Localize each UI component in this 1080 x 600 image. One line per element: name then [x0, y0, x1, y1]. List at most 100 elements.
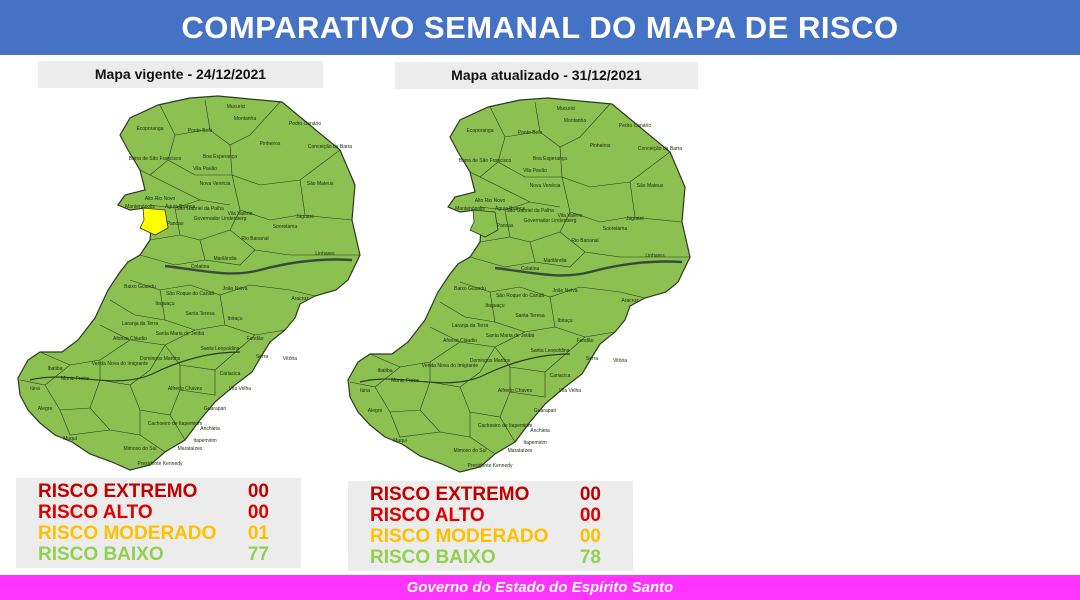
municipality-label: Rio Bananal: [241, 236, 268, 242]
municipality-label: Alegre: [368, 408, 383, 414]
risk-legend-current: RISCO EXTREMO 00 RISCO ALTO 00 RISCO MOD…: [16, 478, 301, 568]
map-caption-current: Mapa vigente - 24/12/2021: [38, 61, 323, 88]
municipality-label: Presidente Kennedy: [467, 463, 513, 469]
municipality-label: Baixo Guandu: [124, 284, 156, 290]
municipality-label: Iúna: [30, 386, 40, 392]
municipality-label: Muniz Freire: [391, 378, 419, 384]
municipality-label: Colatina: [521, 266, 540, 272]
municipality-label: Anchieta: [530, 428, 550, 434]
municipality-label: Alto Rio Novo: [475, 198, 506, 204]
municipality-label: Rio Bananal: [571, 238, 598, 244]
municipality-label: Conceição da Barra: [638, 146, 682, 152]
municipality-label: Guarapari: [204, 406, 226, 412]
municipality-label: Aracruz: [291, 296, 309, 302]
municipality-label: Pancas: [497, 223, 514, 229]
municipality-label: Sooretama: [273, 224, 298, 230]
municipality-label: Ibiraçu: [557, 318, 572, 324]
municipality-label: Venda Nova do Imigrante: [92, 361, 149, 367]
municipality-label: Águia Branca: [165, 203, 195, 210]
municipality-label: Marataízes: [508, 448, 533, 454]
footer-government: Governo do Estado do Espírito Santo: [0, 575, 1080, 600]
legend-row-moderado: RISCO MODERADO 01: [16, 523, 301, 545]
municipality-label: Nova Venécia: [200, 181, 231, 187]
municipality-label: Pancas: [167, 221, 184, 227]
municipality-label: Itapemirim: [523, 440, 546, 446]
municipality-label: Governador Lindenberg: [524, 218, 577, 224]
legend-value: 00: [579, 505, 601, 526]
legend-value: 01: [247, 523, 269, 544]
municipality-label: Cachoeiro de Itapemirim: [148, 421, 202, 427]
municipality-label: Itaguaçu: [155, 301, 174, 307]
municipality-label: Linhares: [315, 251, 335, 257]
municipality-label: Ibatiba: [47, 366, 62, 372]
municipality-label: São Roque do Canaã: [496, 293, 544, 299]
risk-legend-updated: RISCO EXTREMO 00 RISCO ALTO 00 RISCO MOD…: [348, 481, 633, 571]
municipality-label: Ibatiba: [377, 368, 392, 374]
legend-label: RISCO ALTO: [370, 505, 485, 526]
municipality-label: Vila Valério: [228, 211, 253, 217]
legend-label: RISCO MODERADO: [370, 526, 549, 547]
municipality-label: Anchieta: [200, 426, 220, 432]
municipality-label: Mantenópolis: [125, 204, 155, 210]
municipality-label: Vitória: [283, 356, 297, 362]
municipality-label: Montanha: [234, 116, 256, 122]
municipality-label: Baixo Guandu: [454, 286, 486, 292]
page-title: COMPARATIVO SEMANAL DO MAPA DE RISCO: [0, 0, 1080, 55]
municipality-label: Vitória: [613, 358, 627, 364]
municipality-label: Mimoso do Sul: [123, 446, 156, 452]
municipality-label: Pedro Canário: [289, 121, 321, 127]
municipality-label: Santa Maria de Jetibá: [486, 333, 535, 339]
municipality-label: Montanha: [564, 118, 586, 124]
municipality-label: Pinheiros: [260, 141, 281, 147]
municipality-label: Afonso Cláudio: [113, 336, 147, 342]
municipality-label: Vila Velha: [229, 386, 251, 392]
municipality-label: Mimoso do Sul: [453, 448, 486, 454]
legend-label: RISCO ALTO: [38, 502, 153, 523]
municipality-label: Cariacica: [550, 373, 571, 379]
municipality-label: Guarapari: [534, 408, 556, 414]
municipality-label: Águia Branca: [495, 205, 525, 212]
municipality-label: Barra de São Francisco: [459, 158, 512, 164]
legend-label: RISCO EXTREMO: [38, 481, 198, 502]
municipality-label: Alfredo Chaves: [498, 388, 533, 394]
legend-value: 77: [247, 544, 269, 565]
municipality-label: Aracruz: [621, 298, 639, 304]
municipality-label: Linhares: [645, 253, 665, 259]
municipality-label: Marataízes: [178, 446, 203, 452]
legend-label: RISCO MODERADO: [38, 523, 217, 544]
municipality-label: Muqui: [63, 436, 77, 442]
municipality-label: Domingos Martins: [140, 356, 181, 362]
legend-value: 00: [247, 502, 269, 523]
municipality-label: Mantenópolis: [455, 206, 485, 212]
municipality-label: João Neiva: [222, 286, 247, 292]
municipality-label: Fundão: [247, 336, 264, 342]
legend-value: 00: [579, 526, 601, 547]
municipality-label: Colatina: [191, 264, 210, 270]
legend-row-alto: RISCO ALTO 00: [16, 502, 301, 524]
municipality-label: Jaguaré: [296, 214, 314, 220]
legend-row-extremo: RISCO EXTREMO 00: [348, 484, 633, 506]
legend-row-baixo: RISCO BAIXO 77: [16, 544, 301, 566]
municipality-label: Cachoeiro de Itapemirim: [478, 423, 532, 429]
municipality-label: Marilândia: [213, 256, 236, 262]
municipality-label: Pinheiros: [590, 143, 611, 149]
municipality-label: Jaguaré: [626, 216, 644, 222]
municipality-label: Vila Pavão: [193, 166, 217, 172]
municipality-label: São Gabriel da Palha: [506, 208, 554, 214]
legend-value: 00: [579, 484, 601, 505]
municipality-label: Ponto Belo: [188, 128, 213, 134]
legend-value: 00: [247, 481, 269, 502]
legend-label: RISCO EXTREMO: [370, 484, 530, 505]
legend-row-moderado: RISCO MODERADO 00: [348, 526, 633, 548]
municipality-label: Ponto Belo: [518, 130, 543, 136]
municipality-label: Itapemirim: [193, 438, 216, 444]
municipality-label: Conceição da Barra: [308, 144, 352, 150]
legend-row-alto: RISCO ALTO 00: [348, 505, 633, 527]
municipality-label: Laranja da Terra: [452, 323, 489, 329]
municipality-label: Santa Teresa: [185, 311, 215, 317]
municipality-label: Vila Velha: [559, 388, 581, 394]
municipality-label: Alegre: [38, 406, 53, 412]
municipality-label: Venda Nova do Imigrante: [422, 363, 479, 369]
municipality-label: Cariacica: [220, 371, 241, 377]
map-caption-updated: Mapa atualizado - 31/12/2021: [395, 62, 698, 89]
